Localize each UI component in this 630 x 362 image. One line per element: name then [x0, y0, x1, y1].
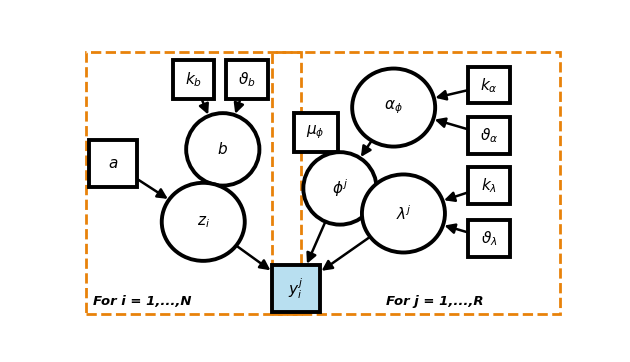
Text: $\alpha_\phi$: $\alpha_\phi$ [384, 99, 403, 116]
Bar [468, 67, 510, 104]
Bar [86, 52, 301, 314]
Text: $\lambda^j$: $\lambda^j$ [396, 204, 411, 223]
Text: For i = 1,...,N: For i = 1,...,N [93, 295, 192, 308]
Bar [173, 60, 214, 99]
Text: For j = 1,...,R: For j = 1,...,R [386, 295, 484, 308]
Text: $b$: $b$ [217, 142, 228, 157]
Text: $\mu_\phi$: $\mu_\phi$ [306, 124, 325, 142]
Ellipse shape [162, 183, 244, 261]
Bar [226, 60, 268, 99]
Ellipse shape [362, 174, 445, 253]
Bar [88, 140, 137, 187]
Text: $\vartheta_\lambda$: $\vartheta_\lambda$ [481, 229, 497, 248]
Ellipse shape [352, 68, 435, 147]
Text: $y_i^j$: $y_i^j$ [289, 276, 304, 301]
Text: $k_\alpha$: $k_\alpha$ [480, 76, 498, 94]
Bar [468, 220, 510, 257]
Bar [468, 168, 510, 204]
Text: $\vartheta_b$: $\vartheta_b$ [238, 70, 256, 89]
Bar [294, 113, 338, 152]
Text: $z_i$: $z_i$ [197, 214, 210, 230]
Text: $k_\lambda$: $k_\lambda$ [481, 176, 497, 195]
Text: $\phi^j$: $\phi^j$ [332, 177, 348, 199]
Text: $\vartheta_\alpha$: $\vartheta_\alpha$ [479, 126, 498, 145]
Bar [272, 52, 559, 314]
Bar [272, 265, 321, 312]
Ellipse shape [304, 152, 377, 224]
Text: $k_b$: $k_b$ [185, 70, 202, 89]
Bar [468, 117, 510, 153]
Ellipse shape [186, 113, 260, 186]
Text: $a$: $a$ [108, 156, 118, 171]
